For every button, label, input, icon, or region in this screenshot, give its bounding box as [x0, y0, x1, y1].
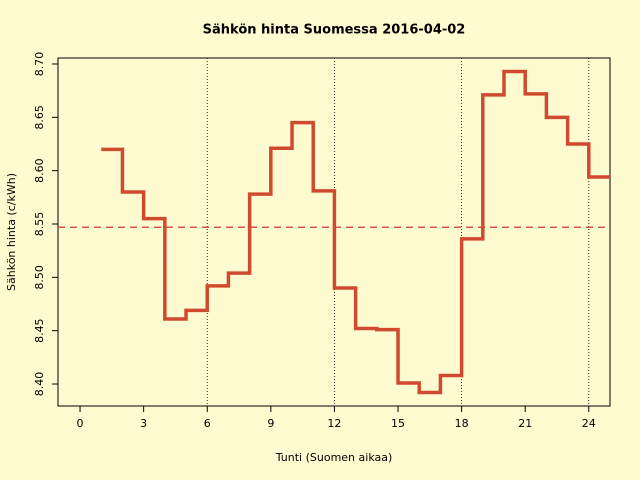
y-tick-label: 8.70 [33, 52, 46, 77]
x-tick-label: 15 [391, 417, 405, 430]
x-tick-label: 24 [582, 417, 596, 430]
x-tick-label: 9 [267, 417, 274, 430]
x-axis-label: Tunti (Suomen aikaa) [275, 451, 393, 464]
y-tick-label: 8.45 [33, 318, 46, 343]
x-tick-label: 12 [327, 417, 341, 430]
x-tick-label: 0 [77, 417, 84, 430]
y-axis-label: Sähkön hinta (c/kWh) [5, 173, 18, 291]
y-tick-label: 8.55 [33, 212, 46, 237]
y-tick-label: 8.40 [33, 372, 46, 397]
x-tick-label: 18 [455, 417, 469, 430]
x-tick-label: 21 [518, 417, 532, 430]
y-tick-label: 8.65 [33, 105, 46, 130]
y-tick-label: 8.60 [33, 158, 46, 183]
y-tick-label: 8.50 [33, 265, 46, 290]
price-step-line [101, 69, 610, 395]
chart-title: Sähkön hinta Suomessa 2016-04-02 [203, 23, 466, 38]
x-tick-label: 3 [140, 417, 147, 430]
x-tick-label: 6 [204, 417, 211, 430]
